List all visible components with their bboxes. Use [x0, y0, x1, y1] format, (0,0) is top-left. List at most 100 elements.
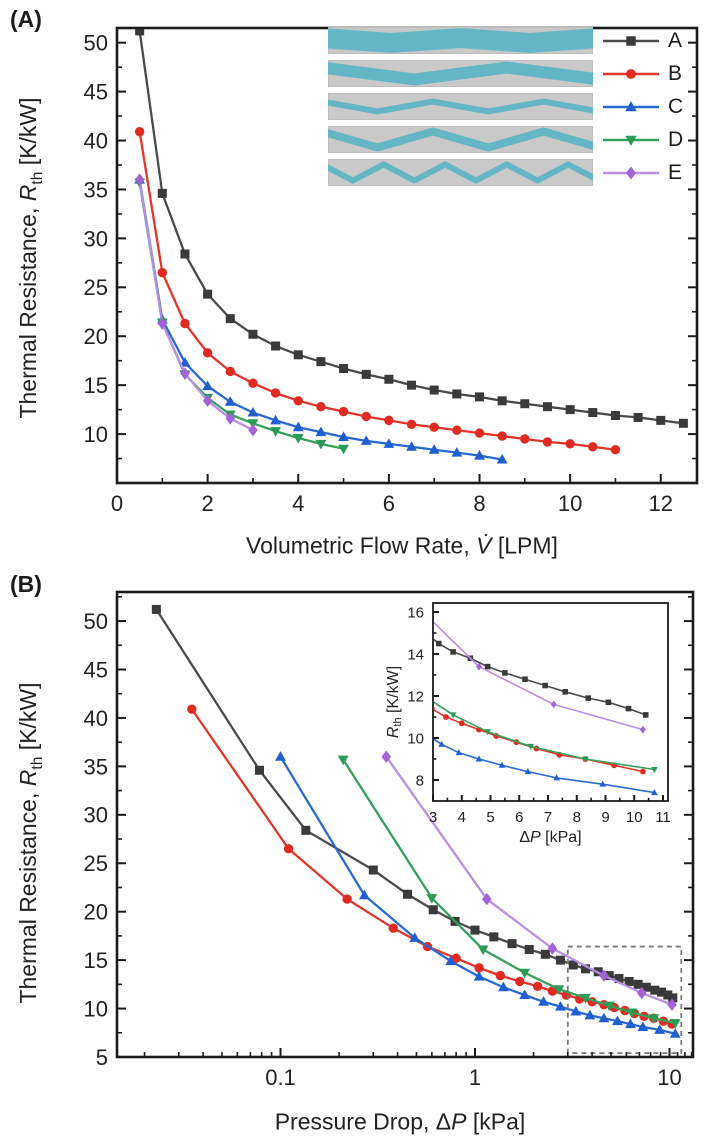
series-B-marker — [293, 396, 303, 406]
series-A-marker — [293, 350, 303, 360]
series-C-marker — [584, 1009, 596, 1020]
legend-marker-A — [603, 35, 659, 46]
y-tick-label: 30 — [84, 803, 108, 828]
panel-b-x-axis-title: Pressure Drop, ΔP [kPa] — [275, 1109, 526, 1136]
y-tick-label: 10 — [84, 422, 108, 447]
series-D-marker — [580, 993, 591, 1004]
series-C-marker — [409, 932, 421, 942]
series-A-marker — [157, 188, 167, 198]
y-tick-label: 14 — [407, 646, 424, 663]
series-B-line — [138, 131, 616, 451]
series-A-marker — [565, 405, 575, 415]
panel-b-label: (B) — [10, 571, 42, 597]
series-C-marker — [338, 431, 349, 442]
y-tick-label: 25 — [84, 275, 108, 300]
series-C-marker — [538, 996, 549, 1006]
series-C-marker — [202, 380, 214, 391]
series-B-marker — [134, 127, 145, 137]
series-B-marker — [452, 425, 462, 435]
legend-item-D: D — [328, 126, 683, 153]
series-B-marker — [532, 981, 543, 991]
series-A-marker — [452, 389, 462, 399]
series-B-marker — [542, 437, 553, 447]
series-C-marker — [524, 768, 532, 775]
x-tick-label: 11 — [655, 809, 671, 826]
series-group — [134, 29, 688, 464]
series-B-marker — [565, 439, 575, 449]
series-C-marker — [498, 761, 506, 768]
channel-geometry-E-icon — [328, 159, 593, 186]
series-C-line — [434, 738, 655, 794]
b-x-title-symbol: P — [451, 1108, 467, 1135]
channel-path — [328, 98, 593, 115]
x-tick-label: 5 — [486, 809, 494, 826]
y-title-unit: [K/kW] — [15, 97, 42, 172]
legend-marker-E — [603, 165, 659, 180]
y-tick-label: 30 — [84, 226, 108, 251]
series-B-marker — [451, 953, 461, 963]
series-E-marker — [180, 367, 190, 380]
series-D-marker — [338, 444, 349, 455]
y-tick-label: 8 — [416, 772, 424, 789]
channel-geometry-D-icon — [328, 126, 593, 153]
channel-geometry-B-icon — [328, 60, 593, 87]
channel-path — [328, 27, 593, 54]
series-A-marker — [271, 341, 281, 351]
y-tick-label: 5 — [96, 1045, 108, 1070]
series-C-marker — [374, 665, 381, 671]
series-C-marker — [498, 981, 509, 992]
series-E-marker — [157, 317, 168, 330]
x-tick-label: 7 — [544, 809, 552, 826]
series-B-marker — [458, 720, 465, 727]
series-A-marker — [151, 604, 161, 614]
series-B-marker — [283, 844, 294, 854]
y-tick-label: 10 — [407, 730, 424, 747]
y-title-symbol: R — [15, 184, 42, 202]
series-D-line — [434, 701, 655, 771]
x-tick-label: 0 — [111, 491, 123, 516]
series-B-marker — [588, 442, 598, 452]
channel-geometry-A-icon — [328, 27, 593, 54]
series-D-marker — [527, 743, 535, 750]
series-A-marker — [542, 402, 552, 412]
series-A-marker — [301, 825, 311, 835]
series-C-marker — [315, 426, 327, 437]
series-C-marker — [475, 755, 483, 762]
series-A-marker — [225, 314, 235, 324]
channel-path — [328, 161, 593, 184]
x-tick-label: 0.1 — [265, 1065, 296, 1090]
series-C-marker — [360, 435, 372, 445]
a-x-title-prefix: Volumetric Flow Rate, — [246, 532, 477, 559]
series-B-marker — [515, 976, 525, 987]
series-C-marker — [365, 632, 372, 638]
series-A-marker — [389, 595, 395, 601]
panel-a-y-axis-title: Thermal Resistance, Rth [K/kW] — [15, 97, 47, 418]
series-A-marker — [562, 689, 569, 695]
series-C-marker — [519, 989, 531, 999]
series-A-marker — [522, 676, 528, 683]
series-A-marker — [380, 580, 386, 586]
series-C-marker — [455, 749, 463, 756]
series-C-marker — [599, 780, 606, 787]
legend-marker-D — [603, 135, 659, 146]
series-B-marker — [187, 704, 197, 714]
series-D-marker — [648, 1014, 660, 1024]
series-C-marker — [654, 1024, 666, 1034]
series-C-line — [138, 179, 503, 461]
y-tick-label: 50 — [84, 609, 108, 634]
series-E-marker — [202, 394, 213, 408]
series-C-marker — [275, 751, 286, 761]
series-E-line — [138, 179, 254, 432]
series-B-marker — [367, 626, 373, 632]
series-A-marker — [650, 985, 660, 995]
series-A-marker — [678, 418, 688, 428]
legend-marker-glyph — [625, 100, 637, 111]
y-tick-label: 16 — [407, 604, 424, 621]
panel-a-label: (A) — [10, 6, 42, 32]
axes: 3 4 5 6 7 8 9 10 11 8 10 12 14 16 — [407, 602, 671, 826]
legend-item-E: E — [328, 159, 682, 186]
series-A-marker — [489, 932, 499, 942]
series-A-marker — [135, 29, 145, 36]
